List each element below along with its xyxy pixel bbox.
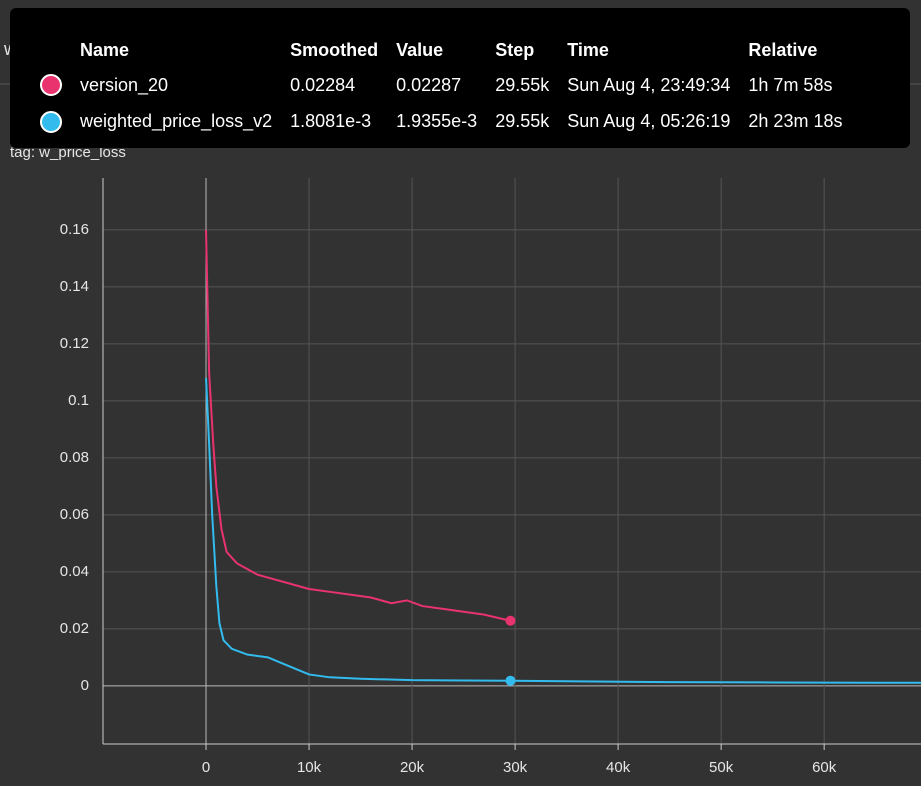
tooltip-column-header: Time	[567, 40, 609, 60]
hover-point	[505, 675, 516, 686]
x-tick-label: 0	[202, 759, 210, 776]
series-line	[205, 229, 511, 622]
tooltip-cell: 29.55k	[495, 74, 550, 95]
legend-entry: weighted_price_loss_v2	[80, 110, 273, 131]
tooltip-cell: 29.55k	[495, 110, 550, 131]
tooltip-swatch-cell	[34, 67, 74, 103]
y-tick-label: 0.04	[60, 563, 89, 580]
tooltip-header: Name Smoothed Value Step Time Relative	[34, 34, 854, 67]
tooltip-column-header: Smoothed	[290, 40, 379, 60]
x-tick-label: 10k	[297, 759, 322, 776]
tooltip-cell: 1.8081e-3	[290, 110, 372, 131]
x-tick-label: 20k	[400, 759, 425, 776]
tooltip-column-header: Step	[495, 40, 535, 60]
tooltip-header-spacer	[34, 34, 74, 67]
legend-swatch	[40, 110, 62, 133]
x-tick-label: 50k	[709, 759, 734, 776]
y-tick-label: 0	[81, 677, 89, 694]
tooltip-cell: 1h 7m 58s	[748, 74, 833, 95]
tooltip-cell: 1.9355e-3	[396, 110, 478, 131]
tooltip: Name Smoothed Value Step Time Relative version…	[10, 8, 910, 148]
tooltip-row: weighted_price_loss_v2 1.8081e-3 1.9355e-3…	[34, 103, 854, 139]
tooltip-cell: 0.02284	[290, 74, 356, 95]
legend-swatch	[40, 74, 62, 97]
x-tick-label: 40k	[606, 759, 631, 776]
y-tick-label: 0.02	[60, 620, 89, 637]
series-line	[205, 378, 921, 684]
y-tick-label: 0.1	[68, 392, 89, 409]
tooltip-table: Name Smoothed Value Step Time Relative version…	[34, 34, 854, 140]
tooltip-cell: Sun Aug 4, 05:26:19	[567, 110, 731, 131]
y-tick-label: 0.08	[60, 449, 89, 466]
x-tick-label: 60k	[812, 759, 837, 776]
x-tick-label: 30k	[503, 759, 528, 776]
tooltip-column-header: Relative	[748, 40, 818, 60]
tooltip-swatch-cell	[34, 103, 74, 139]
tooltip-row: version_20 0.02284 0.02287 29.55k Sun Aug 4,…	[34, 67, 854, 103]
hover-point	[505, 615, 516, 626]
y-tick-label: 0.06	[60, 506, 89, 523]
chart-subtitle: tag: w_price_loss	[10, 144, 126, 161]
y-tick-label: 0.14	[60, 278, 89, 295]
tooltip-cell: 0.02287	[396, 74, 462, 95]
legend-entry: version_20	[80, 74, 169, 95]
tooltip-column-header: Value	[396, 40, 444, 60]
y-tick-label: 0.16	[60, 221, 89, 238]
y-tick-label: 0.12	[60, 335, 89, 352]
tooltip-cell: Sun Aug 4, 23:49:34	[567, 74, 731, 95]
tooltip-column-header: Name	[80, 40, 130, 60]
tooltip-cell: 2h 23m 18s	[748, 110, 843, 131]
